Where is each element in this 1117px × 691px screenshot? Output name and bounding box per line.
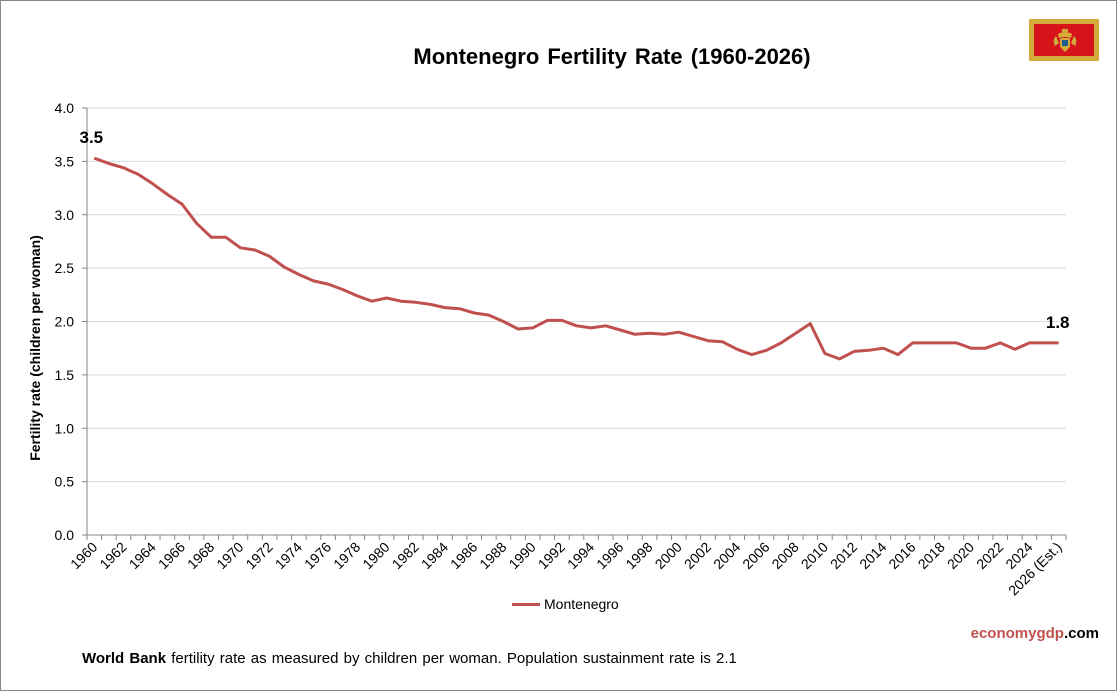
footnote-text: fertility rate as measured by children p… [166,650,737,667]
chart-title: Montenegro Fertility Rate (1960-2026) [413,44,811,69]
footnote: World Bank fertility rate as measured by… [82,650,737,667]
x-tick-label: 2016 [885,539,918,572]
x-tick-label: 1992 [535,539,568,572]
x-tick-label: 2014 [856,539,889,572]
y-tick-label: 2.0 [55,314,75,330]
y-tick-label: 1.5 [55,367,75,383]
coat-of-arms-icon [1053,29,1077,52]
series-line-montenegro [93,156,1059,361]
x-tick-label: 1986 [447,539,480,572]
y-tick-label: 0.0 [55,527,75,543]
x-tick-label: 1968 [184,539,217,572]
x-tick-label: 1964 [126,539,159,572]
x-tick-label: 1970 [213,539,246,572]
x-tick-label: 2010 [798,539,831,572]
x-tick-label: 2002 [681,539,714,572]
x-tick-label: 1978 [330,539,363,572]
montenegro-flag-icon [1029,19,1099,61]
x-tick-label: 2018 [915,539,948,572]
x-tick-label: 1998 [622,539,655,572]
legend: Montenegro [512,596,619,612]
x-tick-label: 2012 [827,539,860,572]
y-axis-title: Fertility rate (children per woman) [27,235,43,461]
y-tick-label: 3.5 [55,153,75,169]
axis-layer [86,108,1066,536]
x-tick-label: 1996 [593,539,626,572]
legend-label-montenegro: Montenegro [544,596,619,612]
x-tick-label: 1982 [389,539,422,572]
x-tick-label: 1990 [505,539,538,572]
x-tick-label: 1994 [564,539,597,572]
x-tick-labels: 1960196219641966196819701972197419761978… [67,539,1065,599]
flag-field [1034,24,1094,56]
series-layer [93,156,1059,361]
brand-part-gdp: gdp [1036,625,1064,642]
data-label: 3.5 [79,128,103,147]
y-tick-label: 4.0 [55,100,75,116]
data-label-layer: 3.5 1.8 [79,128,1069,332]
y-tick-label: 3.0 [55,207,75,223]
brand-watermark: economygdp.com [971,625,1099,642]
data-label: 1.8 [1046,313,1070,332]
x-tick-label: 1974 [272,539,305,572]
brand-part-economy: economy [970,625,1037,642]
x-tick-label: 1988 [476,539,509,572]
x-tick-label: 2000 [652,539,685,572]
x-tick-label: 1980 [359,539,392,572]
x-tick-label: 2020 [944,539,977,572]
x-tick-label: 1966 [155,539,188,572]
grid-layer [82,107,1067,540]
x-tick-label: 1962 [96,539,129,572]
x-tick-label: 2022 [973,539,1006,572]
x-tick-label: 1972 [242,539,275,572]
y-tick-label: 0.5 [55,474,75,490]
footnote-source: World Bank [82,650,167,667]
x-tick-label: 1984 [418,539,451,572]
x-tick-label: 1976 [301,539,334,572]
legend-swatch-montenegro [512,602,540,606]
brand-part-com: .com [1063,625,1099,642]
x-tick-label: 2008 [768,539,801,572]
y-tick-label: 1.0 [55,420,75,436]
y-tick-label: 2.5 [55,260,75,276]
y-tick-labels: 0.0 0.5 1.0 1.5 2.0 2.5 3.0 3.5 4.0 [55,100,75,543]
x-tick-label: 2004 [710,539,743,572]
x-tick-label: 2006 [739,539,772,572]
x-tick-label: 1960 [67,539,100,572]
